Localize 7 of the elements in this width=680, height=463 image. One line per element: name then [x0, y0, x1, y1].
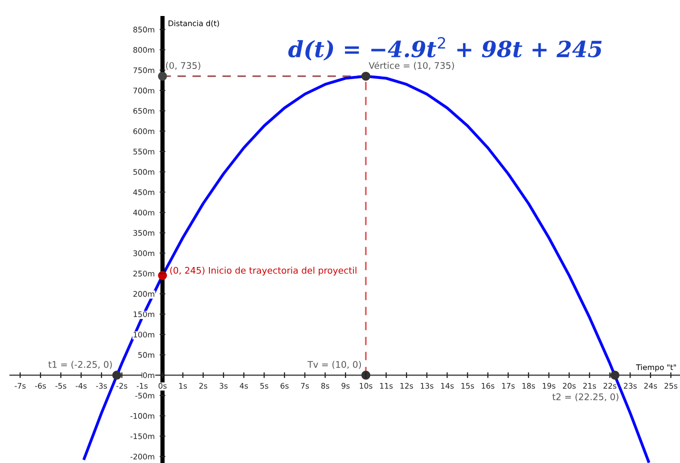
text: d(t) = −4.9t$^{2}$ + 98t + 245: [288, 37, 602, 61]
annotation: t2 = (22.25, 0): [552, 393, 618, 402]
annotation: t1 = (-2.25, 0): [48, 360, 112, 369]
annotation: (0, 245) Inicio de trayectoria del proyectil: [170, 266, 356, 276]
annotation: Tv = (10, 0): [307, 360, 361, 369]
annotation: Vértice = (10, 735): [368, 62, 454, 70]
annotation: (0, 735): [166, 62, 200, 70]
